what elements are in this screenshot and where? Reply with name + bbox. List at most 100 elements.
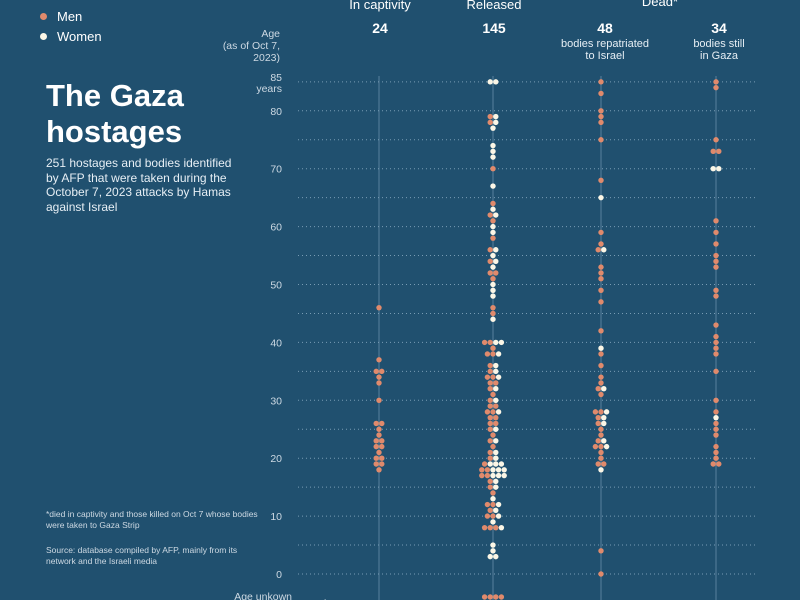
data-point-man (487, 484, 493, 490)
data-point-woman (713, 414, 719, 421)
data-point-man (487, 414, 493, 421)
data-point-woman (493, 113, 499, 120)
data-point-man (490, 200, 496, 207)
data-point-woman (490, 264, 496, 270)
data-point-man (487, 119, 493, 126)
source-note: Source: database compiled by AFP, mainly… (46, 545, 238, 566)
data-point-woman (490, 183, 496, 189)
column-count-released: 145 (482, 20, 506, 36)
data-point-man (598, 287, 604, 293)
data-point-man (598, 108, 604, 114)
page-title: The Gaza hostages (46, 78, 184, 149)
data-point-woman (601, 414, 607, 421)
data-point-man (598, 449, 604, 456)
data-point-man (713, 443, 719, 450)
data-point-man (481, 339, 488, 346)
data-point-man (490, 432, 496, 438)
data-point-man (598, 264, 604, 270)
data-point-man (376, 432, 382, 438)
data-point-man (376, 304, 382, 311)
data-point-man (598, 455, 604, 461)
data-point-man (713, 79, 719, 85)
data-point-man (487, 478, 493, 485)
data-point-man (713, 426, 719, 432)
data-point-man (487, 524, 493, 531)
age-header-line: 2023) (253, 52, 280, 64)
data-point-woman (601, 420, 607, 427)
data-point-woman (493, 438, 499, 444)
data-point-man (487, 270, 493, 276)
data-point-man (598, 113, 604, 120)
data-point-woman (493, 553, 499, 560)
data-point-man (373, 461, 379, 467)
column-title-released: Released (466, 0, 522, 12)
data-point-woman (493, 449, 499, 456)
data-point-man (598, 409, 604, 415)
data-point-woman (710, 166, 716, 172)
data-point-man (598, 299, 604, 305)
y-tick-label: 10 (270, 511, 282, 523)
data-point-woman (501, 467, 507, 473)
data-point-woman (490, 125, 496, 131)
data-point-man (490, 166, 496, 172)
legend-men-label: Men (57, 8, 83, 24)
data-point-man (595, 414, 601, 421)
data-point-woman (601, 438, 607, 444)
data-point-man (493, 414, 499, 421)
data-point-man (376, 426, 382, 432)
data-point-man (595, 420, 601, 427)
data-point-man (710, 148, 716, 155)
sublabel-line: to Israel (585, 50, 625, 62)
data-point-man (713, 345, 719, 351)
data-point-man (490, 235, 496, 241)
data-point-woman (495, 374, 502, 380)
data-point-man (595, 247, 601, 253)
data-point-man (484, 351, 491, 357)
data-point-man (598, 229, 604, 236)
data-point-man (484, 374, 491, 380)
data-point-man (713, 351, 719, 357)
data-point-man (487, 380, 493, 386)
data-point-man (598, 79, 604, 85)
data-point-man (487, 339, 493, 346)
data-point-man (490, 310, 496, 317)
data-point-woman (493, 461, 499, 467)
data-point-man (487, 455, 493, 461)
data-point-woman (490, 229, 496, 236)
data-point-man (376, 380, 382, 386)
data-point-man (713, 84, 719, 91)
data-point-man (493, 270, 499, 276)
data-point-man (713, 241, 719, 247)
data-point-woman (490, 206, 496, 212)
data-point-man (481, 524, 488, 531)
data-point-man (373, 455, 379, 461)
data-point-man (713, 293, 719, 299)
data-point-man (493, 420, 499, 427)
y-tick-label: 50 (270, 280, 282, 292)
data-point-woman (603, 443, 610, 450)
data-point-man (376, 467, 382, 473)
data-point-man (487, 426, 493, 432)
data-point-man (487, 247, 493, 253)
data-point-man (598, 328, 604, 334)
data-point-woman (598, 345, 604, 351)
age-unknown-label: Age unkown (234, 591, 292, 600)
data-point-man (595, 386, 601, 392)
data-point-man (598, 571, 604, 577)
data-point-woman (490, 223, 496, 230)
data-point-man (598, 241, 604, 247)
data-point-man (376, 449, 382, 456)
data-point-woman (493, 258, 499, 265)
legend: Men Women (40, 6, 102, 46)
data-point-man (487, 507, 493, 514)
data-point-man (713, 339, 719, 346)
data-point-man (487, 212, 493, 218)
data-point-man (479, 467, 485, 473)
data-point-man (713, 432, 719, 438)
data-point-man (493, 524, 499, 531)
data-point-man (376, 374, 382, 380)
data-point-man (487, 258, 493, 265)
data-point-woman (493, 426, 499, 432)
data-point-man (487, 403, 493, 409)
